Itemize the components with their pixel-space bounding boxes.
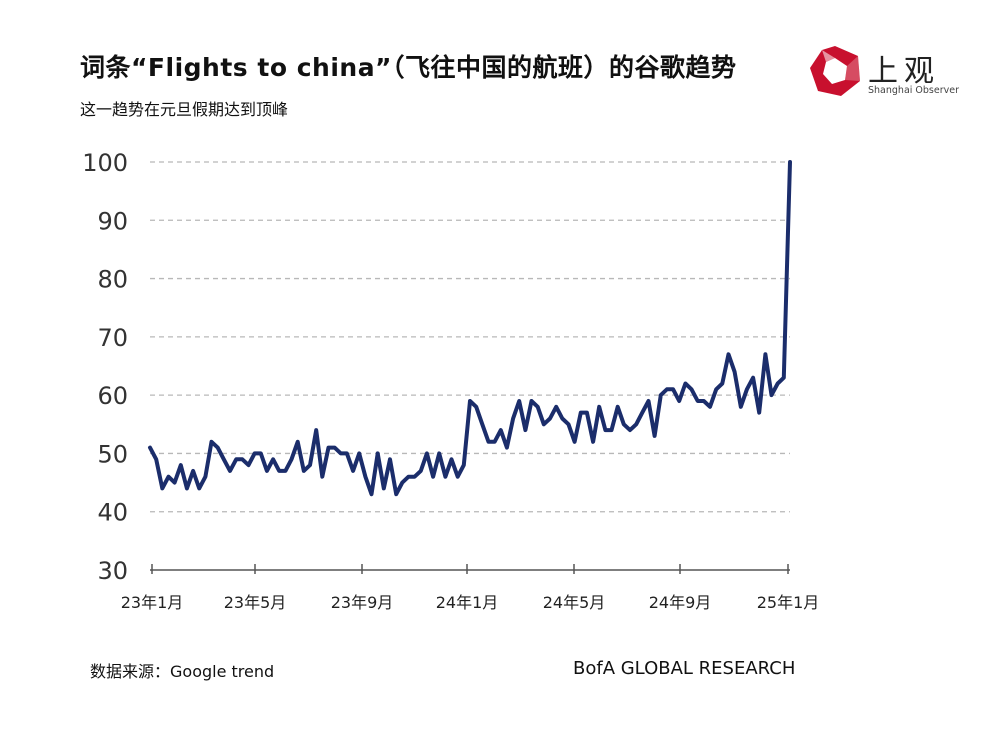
x-tick-labels: 23年1月 23年5月 23年9月 24年1月 24年5月 24年9月 25年1月 (121, 593, 820, 612)
x-tick-label: 23年9月 (331, 593, 394, 612)
source-note: 数据来源：Google trend (90, 662, 275, 681)
y-tick-label: 80 (97, 266, 128, 294)
chart-subtitle: 这一趋势在元旦假期达到顶峰 (80, 100, 289, 119)
grid-lines (150, 161, 790, 513)
x-tick-label: 23年1月 (121, 593, 184, 612)
x-tick-label: 25年1月 (757, 593, 820, 612)
y-tick-label: 40 (97, 499, 128, 527)
y-tick-label: 30 (97, 557, 128, 585)
series-line (148, 160, 792, 497)
x-tick-label: 24年1月 (436, 593, 499, 612)
chart-title: 词条“Flights to china”（飞往中国的航班）的谷歌趋势 (80, 53, 737, 82)
x-tick-label: 24年9月 (649, 593, 712, 612)
y-tick-label: 50 (97, 440, 128, 468)
y-tick-label: 90 (97, 207, 128, 235)
x-axis (150, 564, 790, 574)
logo-name: 上观 (868, 54, 940, 89)
shanghai-observer-logo: 上观 Shanghai Observer (808, 44, 960, 100)
brand-label: BofA GLOBAL RESEARCH (573, 658, 796, 679)
x-tick-label: 24年5月 (543, 593, 606, 612)
logo-subtext: Shanghai Observer (868, 85, 960, 96)
y-tick-label: 60 (97, 382, 128, 410)
y-tick-label: 100 (82, 149, 128, 177)
y-tick-labels: 30 40 50 60 70 80 90 100 (82, 149, 128, 585)
logo-mark-icon (810, 46, 860, 96)
y-tick-label: 70 (97, 324, 128, 352)
x-tick-label: 23年5月 (224, 593, 287, 612)
